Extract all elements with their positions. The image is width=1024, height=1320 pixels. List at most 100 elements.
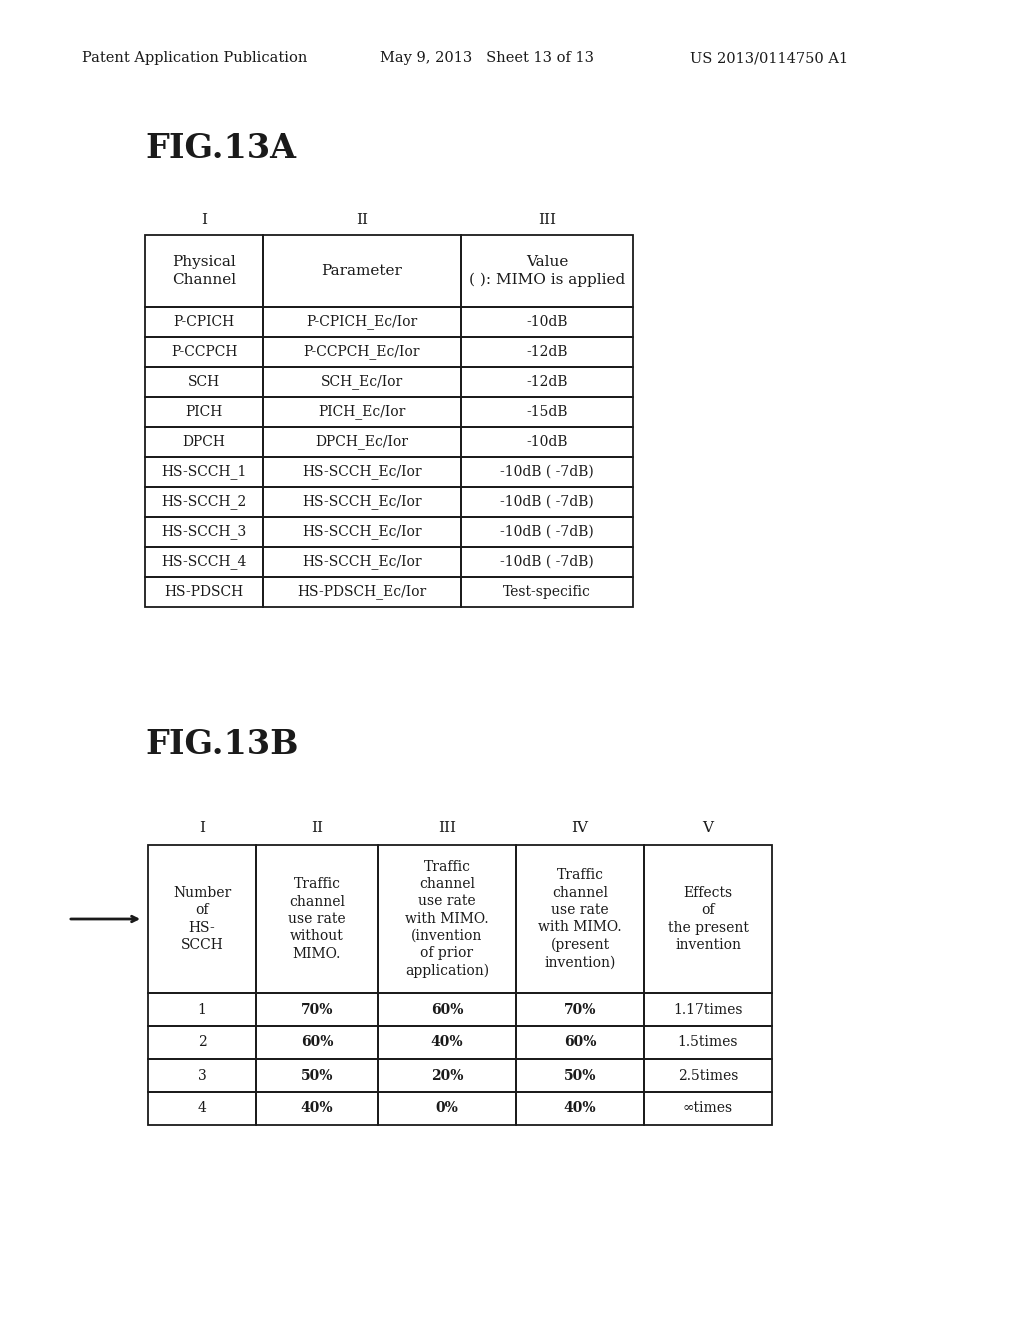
Text: -12dB: -12dB	[526, 375, 567, 389]
Text: HS-PDSCH: HS-PDSCH	[165, 585, 244, 599]
Text: DPCH: DPCH	[182, 436, 225, 449]
Text: 0%: 0%	[435, 1101, 459, 1115]
Text: -10dB ( -7dB): -10dB ( -7dB)	[500, 495, 594, 510]
Text: 70%: 70%	[301, 1002, 333, 1016]
Bar	[461, 487, 633, 517]
Text: 60%: 60%	[301, 1035, 333, 1049]
Bar	[263, 367, 461, 397]
Bar	[461, 426, 633, 457]
Bar	[148, 1092, 256, 1125]
Bar	[263, 577, 461, 607]
Text: HS-SCCH_Ec/Ior: HS-SCCH_Ec/Ior	[302, 495, 422, 510]
Text: -10dB: -10dB	[526, 315, 567, 329]
Bar	[256, 1092, 378, 1125]
Text: P-CPICH: P-CPICH	[173, 315, 234, 329]
Text: III: III	[538, 213, 556, 227]
Bar	[378, 1059, 516, 1092]
Bar	[644, 993, 772, 1026]
Text: May 9, 2013   Sheet 13 of 13: May 9, 2013 Sheet 13 of 13	[380, 51, 594, 65]
Text: P-CCPCH: P-CCPCH	[171, 345, 238, 359]
Bar	[461, 577, 633, 607]
Bar	[644, 1092, 772, 1125]
Text: 4: 4	[198, 1101, 207, 1115]
Text: US 2013/0114750 A1: US 2013/0114750 A1	[690, 51, 848, 65]
Text: 60%: 60%	[431, 1002, 463, 1016]
Bar	[263, 308, 461, 337]
Bar	[263, 517, 461, 546]
Text: 70%: 70%	[564, 1002, 596, 1016]
Text: FIG.13B: FIG.13B	[145, 729, 299, 762]
Text: -15dB: -15dB	[526, 405, 567, 418]
Text: HS-SCCH_Ec/Ior: HS-SCCH_Ec/Ior	[302, 524, 422, 540]
Bar	[256, 993, 378, 1026]
Bar	[263, 235, 461, 308]
Text: 50%: 50%	[564, 1068, 596, 1082]
Bar	[461, 337, 633, 367]
Text: -10dB ( -7dB): -10dB ( -7dB)	[500, 525, 594, 539]
Text: P-CCPCH_Ec/Ior: P-CCPCH_Ec/Ior	[304, 345, 420, 359]
Text: Effects
of
the present
invention: Effects of the present invention	[668, 886, 749, 952]
Text: HS-SCCH_3: HS-SCCH_3	[162, 524, 247, 540]
Text: FIG.13A: FIG.13A	[145, 132, 296, 165]
Text: IV: IV	[571, 821, 589, 836]
Bar	[145, 337, 263, 367]
Bar	[461, 308, 633, 337]
Text: 50%: 50%	[301, 1068, 333, 1082]
Text: 2.5times: 2.5times	[678, 1068, 738, 1082]
Text: -12dB: -12dB	[526, 345, 567, 359]
Text: HS-SCCH_Ec/Ior: HS-SCCH_Ec/Ior	[302, 465, 422, 479]
Bar	[148, 1026, 256, 1059]
Text: V: V	[702, 821, 714, 836]
Bar	[516, 1026, 644, 1059]
Text: 1.17times: 1.17times	[673, 1002, 742, 1016]
Text: HS-SCCH_1: HS-SCCH_1	[162, 465, 247, 479]
Bar	[148, 845, 256, 993]
Bar	[145, 457, 263, 487]
Bar	[145, 397, 263, 426]
Text: HS-PDSCH_Ec/Ior: HS-PDSCH_Ec/Ior	[297, 585, 427, 599]
Text: 2: 2	[198, 1035, 207, 1049]
Bar	[461, 397, 633, 426]
Bar	[263, 457, 461, 487]
Text: HS-SCCH_4: HS-SCCH_4	[162, 554, 247, 569]
Bar	[145, 426, 263, 457]
Text: SCH: SCH	[188, 375, 220, 389]
Bar	[145, 577, 263, 607]
Text: I: I	[201, 213, 207, 227]
Bar	[145, 367, 263, 397]
Text: 40%: 40%	[301, 1101, 334, 1115]
Text: Patent Application Publication: Patent Application Publication	[82, 51, 307, 65]
Bar	[378, 845, 516, 993]
Text: 40%: 40%	[563, 1101, 596, 1115]
Text: 3: 3	[198, 1068, 207, 1082]
Text: Parameter: Parameter	[322, 264, 402, 279]
Bar	[461, 546, 633, 577]
Text: III: III	[438, 821, 456, 836]
Bar	[644, 845, 772, 993]
Text: 60%: 60%	[564, 1035, 596, 1049]
Bar	[263, 546, 461, 577]
Bar	[263, 397, 461, 426]
Bar	[461, 235, 633, 308]
Bar	[644, 1059, 772, 1092]
Text: 1.5times: 1.5times	[678, 1035, 738, 1049]
Text: Traffic
channel
use rate
without
MIMO.: Traffic channel use rate without MIMO.	[288, 878, 346, 961]
Text: PICH_Ec/Ior: PICH_Ec/Ior	[318, 404, 406, 420]
Bar	[516, 1092, 644, 1125]
Text: Physical
Channel: Physical Channel	[172, 255, 237, 286]
Bar	[148, 1059, 256, 1092]
Text: II: II	[356, 213, 368, 227]
Text: P-CPICH_Ec/Ior: P-CPICH_Ec/Ior	[306, 314, 418, 330]
Bar	[145, 517, 263, 546]
Text: Test-specific: Test-specific	[503, 585, 591, 599]
Text: HS-SCCH_2: HS-SCCH_2	[162, 495, 247, 510]
Text: ∞times: ∞times	[683, 1101, 733, 1115]
Bar	[256, 1026, 378, 1059]
Text: I: I	[199, 821, 205, 836]
Bar	[256, 845, 378, 993]
Text: Value
( ): MIMO is applied: Value ( ): MIMO is applied	[469, 255, 625, 286]
Bar	[516, 1059, 644, 1092]
Text: II: II	[311, 821, 323, 836]
Bar	[256, 1059, 378, 1092]
Bar	[145, 235, 263, 308]
